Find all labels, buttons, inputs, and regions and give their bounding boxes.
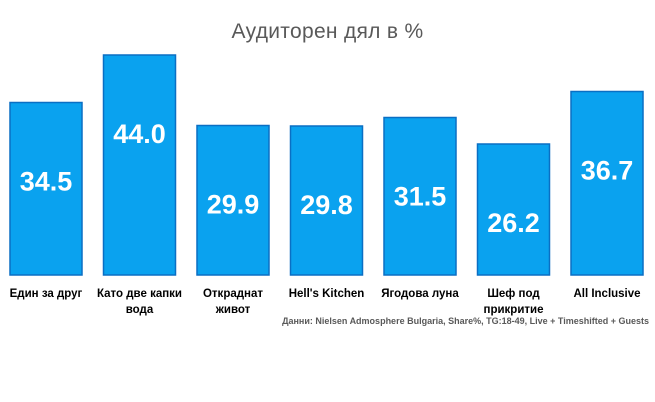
bar-0: [9, 101, 83, 276]
bar-4: [383, 116, 457, 276]
bar-5: [476, 143, 551, 276]
data-label-3: 29.8: [300, 190, 353, 220]
chart-title: Аудиторен дял в %: [231, 20, 424, 43]
category-label-6: All Inclusive: [573, 288, 640, 300]
data-label-2: 29.9: [207, 190, 260, 220]
category-label-3: Hell's Kitchen: [289, 288, 365, 300]
bar-1: [102, 54, 177, 276]
source-note: Данни: Nielsen Admosphere Bulgaria, Shar…: [282, 316, 649, 326]
bar-2: [196, 124, 270, 276]
category-label-2: Откраднат живот: [203, 288, 263, 316]
data-label-5: 26.2: [487, 208, 540, 238]
bar-6: [570, 90, 644, 276]
bar-3: [289, 125, 364, 276]
category-label-0: Един за друг: [10, 288, 83, 300]
data-label-6: 36.7: [581, 156, 634, 186]
category-label-4: Ягодова луна: [381, 288, 459, 300]
category-label-1: Като две капки вода: [97, 288, 182, 316]
category-label-5: Шеф под прикритие: [484, 288, 544, 316]
data-label-1: 44.0: [113, 119, 166, 149]
data-label-4: 31.5: [394, 182, 447, 212]
data-label-0: 34.5: [20, 167, 73, 197]
